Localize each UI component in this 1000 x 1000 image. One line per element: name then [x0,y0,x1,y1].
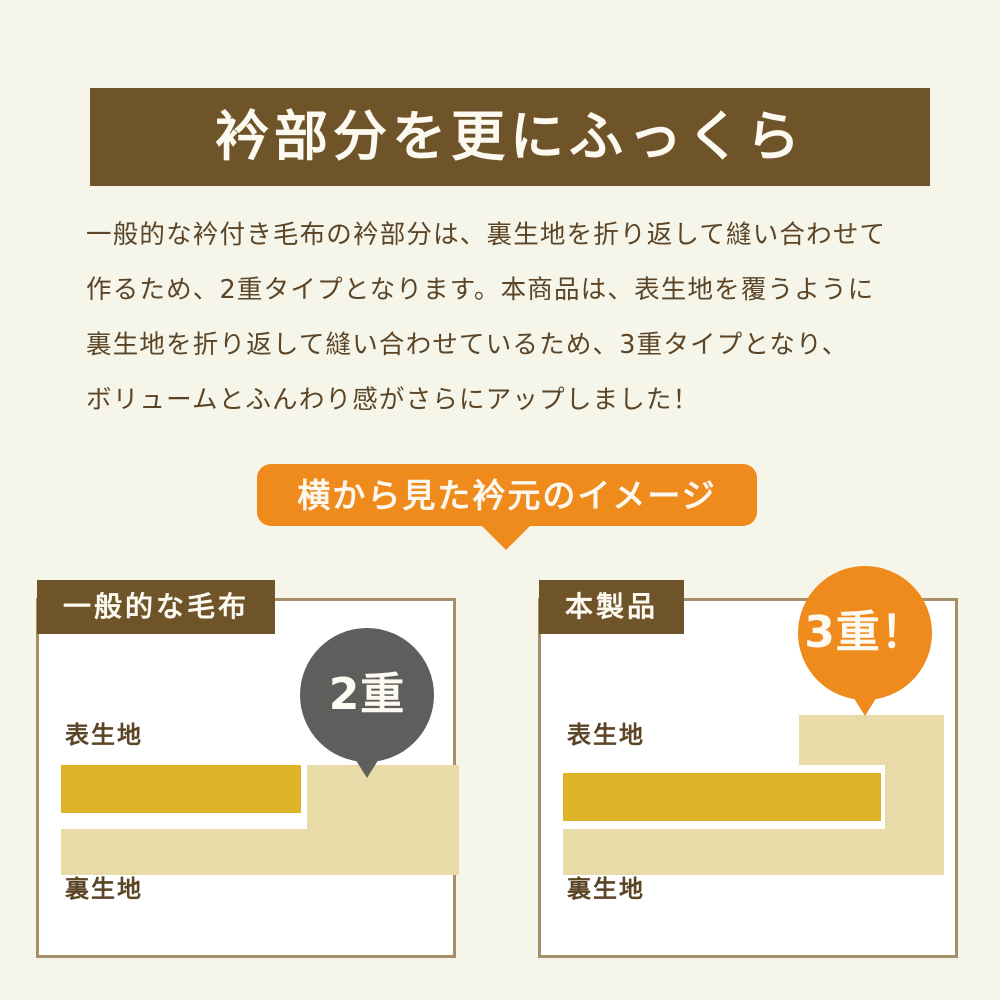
fabric-diagram-generic [39,601,459,955]
page-title: 衿部分を更にふっくら [215,105,805,168]
panel-tab-generic: 一般的な毛布 [37,580,276,634]
callout-pointer-icon [480,524,532,550]
body-line: 一般的な衿付き毛布の衿部分は、裏生地を折り返して縫い合わせて [86,220,887,250]
fabric-label-face: 表生地 [65,721,143,749]
badge-pointer-icon [850,692,880,716]
fabric-diagram-product [541,601,955,955]
body-paragraph: 一般的な衿付き毛布の衿部分は、裏生地を折り返して縫い合わせて 作るため、2重タイ… [86,208,936,428]
badge-label: 3重！ [804,607,926,658]
fabric-label-lining: 裏生地 [567,875,645,903]
fabric-layer-face [61,765,301,813]
fabric-label-lining: 裏生地 [65,875,143,903]
badge-label: 2重 [328,669,406,720]
callout-label: 横から見た衿元のイメージ [297,475,717,515]
panel-tab-label: 本製品 [565,590,659,623]
fabric-layer-lining [61,829,459,875]
panel-tab-label: 一般的な毛布 [63,590,250,623]
badge-pointer-icon [352,754,382,778]
fabric-layer-lining [563,829,944,875]
badge-triple-layer: 3重！ [798,566,932,716]
panel-tab-product: 本製品 [539,580,685,634]
body-line: 作るため、2重タイプとなります。本商品は、表生地を覆うように [86,275,875,305]
callout-banner: 横から見た衿元のイメージ [257,464,757,526]
body-line: 裏生地を折り返して縫い合わせているため、3重タイプとなり、 [86,330,849,360]
title-banner: 衿部分を更にふっくら [90,88,930,186]
fabric-label-face: 表生地 [567,721,645,749]
body-line: ボリュームとふんわり感がさらにアップしました！ [86,385,700,415]
fabric-layer-face [563,773,881,821]
badge-double-layer: 2重 [300,628,434,778]
